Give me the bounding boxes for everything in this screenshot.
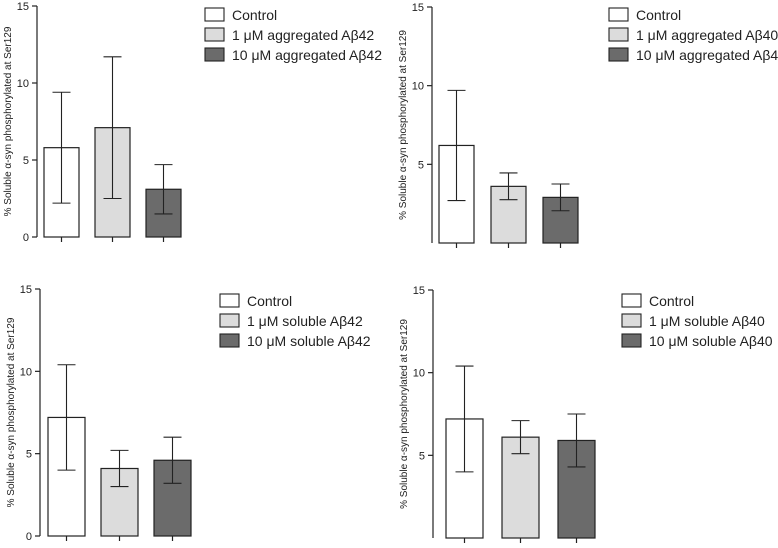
y-tick-label: 0 — [23, 232, 29, 244]
chart-panel-aggregated-abeta40: % Soluble α-syn phosphorylated at Ser129… — [389, 0, 778, 274]
bar-chart: % Soluble α-syn phosphorylated at Ser129… — [6, 284, 371, 543]
legend-label-1: Control — [649, 293, 694, 309]
bar-chart: % Soluble α-syn phosphorylated at Ser129… — [399, 285, 773, 543]
legend-swatch-1 — [621, 293, 642, 308]
legend-label-2: 1 μM soluble Aβ42 — [247, 313, 363, 329]
legend-swatch-2 — [219, 313, 240, 328]
legend-label-3: 10 μM aggregated Aβ42 — [232, 47, 382, 63]
chart-panel-soluble-abeta40: % Soluble α-syn phosphorylated at Ser129… — [389, 274, 778, 548]
legend-label-3: 10 μM soluble Aβ42 — [247, 333, 371, 349]
legend-label-3: 10 μM soluble Aβ40 — [649, 333, 773, 349]
legend-swatch-2 — [621, 313, 642, 328]
bar-chart: % Soluble α-syn phosphorylated at Ser129… — [398, 2, 778, 248]
legend-swatch-2 — [608, 27, 629, 42]
y-tick-label: 10 — [17, 78, 29, 90]
bar-chart: % Soluble α-syn phosphorylated at Ser129… — [3, 1, 382, 244]
legend-swatch-3 — [219, 333, 240, 348]
legend-label-2: 1 μM aggregated Aβ42 — [232, 27, 374, 43]
y-tick-label: 10 — [20, 366, 32, 378]
legend-swatch-3 — [204, 47, 225, 62]
y-tick-label: 5 — [23, 155, 29, 167]
chart-panel-aggregated-abeta42: % Soluble α-syn phosphorylated at Ser129… — [0, 0, 389, 274]
legend-swatch-1 — [219, 293, 240, 308]
legend-swatch-2 — [204, 27, 225, 42]
y-tick-label: 5 — [26, 449, 32, 461]
legend-label-3: 10 μM aggregated Aβ40 — [636, 47, 778, 63]
y-tick-label: 10 — [413, 368, 425, 380]
legend-label-1: Control — [247, 293, 292, 309]
legend-label-1: Control — [636, 7, 681, 23]
y-axis-label: % Soluble α-syn phosphorylated at Ser129 — [3, 26, 14, 216]
legend-swatch-3 — [621, 333, 642, 348]
y-tick-label: 15 — [412, 2, 424, 14]
legend-label-1: Control — [232, 7, 277, 23]
y-tick-label: 15 — [17, 1, 29, 13]
y-tick-label: 5 — [418, 159, 424, 171]
legend-swatch-1 — [608, 7, 629, 22]
y-tick-label: 15 — [20, 284, 32, 296]
legend-swatch-3 — [608, 47, 629, 62]
y-tick-label: 10 — [412, 81, 424, 93]
legend-label-2: 1 μM aggregated Aβ40 — [636, 27, 778, 43]
y-axis-label: % Soluble α-syn phosphorylated at Ser129 — [398, 30, 409, 220]
y-tick-label: 5 — [419, 450, 425, 462]
legend-swatch-1 — [204, 7, 225, 22]
y-tick-label: 15 — [413, 285, 425, 297]
y-tick-label: 0 — [26, 531, 32, 543]
legend-label-2: 1 μM soluble Aβ40 — [649, 313, 765, 329]
y-axis-label: % Soluble α-syn phosphorylated at Ser129 — [6, 317, 17, 507]
chart-panel-soluble-abeta42: % Soluble α-syn phosphorylated at Ser129… — [0, 274, 389, 548]
y-axis-label: % Soluble α-syn phosphorylated at Ser129 — [399, 319, 410, 509]
